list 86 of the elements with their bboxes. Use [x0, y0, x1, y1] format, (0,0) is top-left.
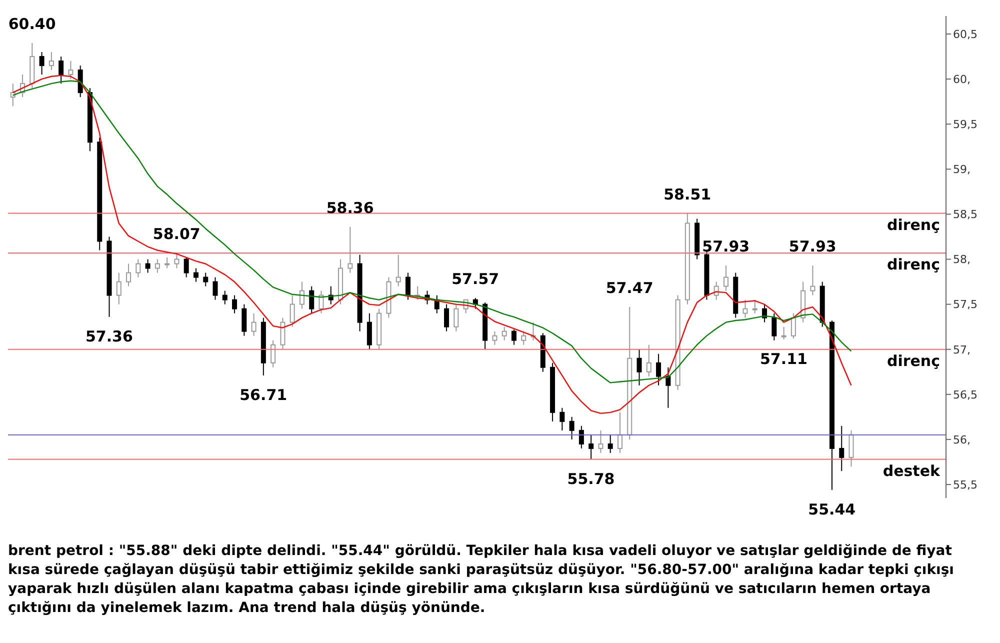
annotation: 56.71 — [240, 386, 288, 404]
annotation: 55.78 — [567, 470, 615, 488]
candlestick — [742, 299, 748, 318]
candlestick — [348, 226, 353, 274]
candlestick — [58, 56, 64, 84]
annotation: 57.11 — [760, 350, 808, 368]
y-tick-label: 56, — [953, 433, 970, 446]
y-tick-label: 59,5 — [953, 118, 978, 132]
candlestick — [762, 304, 768, 323]
candlestick — [444, 304, 450, 332]
candlestick — [270, 340, 276, 368]
candlestick — [598, 430, 604, 454]
candlestick — [242, 304, 247, 336]
annotation: 58.07 — [152, 224, 200, 243]
candlestick — [511, 329, 516, 346]
candlestick — [848, 430, 854, 467]
candlestick — [608, 434, 613, 454]
candlestick — [222, 290, 228, 305]
candlestick — [78, 65, 83, 98]
candlestick — [232, 294, 238, 314]
candlestick — [280, 317, 286, 350]
y-tick-label: 59, — [953, 163, 970, 176]
candlestick — [174, 252, 180, 269]
annotation: 58.51 — [664, 185, 712, 204]
candlestick — [810, 265, 816, 296]
y-tick-label: 60,5 — [953, 28, 978, 41]
annotation: 57.93 — [702, 238, 750, 256]
candlestick — [290, 294, 295, 328]
ref-line-label: destek — [882, 462, 942, 480]
candlestick — [646, 344, 652, 377]
candlestick — [578, 425, 584, 449]
candlestick — [48, 52, 54, 71]
candlestick — [154, 258, 160, 274]
y-tick-label: 55,5 — [953, 478, 978, 492]
annotation: 55.44 — [808, 500, 856, 519]
candlestick — [790, 312, 796, 340]
candlestick — [39, 52, 44, 76]
candlestick — [136, 258, 141, 278]
candlestick — [839, 425, 844, 472]
candlestick — [299, 281, 304, 310]
annotation: 57.93 — [788, 238, 836, 256]
candlestick — [184, 256, 189, 278]
candlestick — [116, 272, 122, 305]
candlestick — [521, 330, 526, 346]
text: brent petrol : "55.88" deki dipte delindi. "55.44" görüldü. Tepkiler hala kısa vadeli oluyor ve satışlar geldiğinde de fiyat kısa sürede çağlayan düşüşü tabir ettiğimiz şekilde sanki paraşütsüz düşüyor. "56.80-57.00" aralığına kadar tepki çıkışı yaparak hızlı düşülen alanı kapatma çabası içinde girebilir ama çıkışların kısa sürdüğünü ve satıcıların hemen ortaya çıktığını da yinelemek lazım. Ana trend hala düşüş yönünde. — [8, 542, 955, 618]
candlestick — [309, 286, 314, 314]
candlestick — [666, 366, 671, 408]
candlestick — [405, 272, 410, 300]
candlestick — [617, 412, 622, 454]
candlestick — [68, 60, 74, 80]
ref-line-label: direnç — [886, 216, 940, 234]
candlestick — [396, 254, 401, 287]
y-tick-label: 57, — [953, 343, 970, 356]
ref-line-label: direnç — [886, 352, 940, 370]
candlestick — [560, 407, 565, 431]
y-tick-label: 56,5 — [953, 388, 978, 402]
candlestick — [164, 256, 170, 269]
candlestick — [772, 312, 777, 341]
candlestick — [366, 312, 372, 350]
candlestick — [636, 348, 642, 386]
candlestick — [492, 330, 498, 346]
candlestick — [656, 353, 662, 386]
candlestick — [126, 263, 132, 287]
candlestick — [145, 258, 150, 274]
candlestick — [588, 434, 594, 460]
candlestick — [454, 304, 459, 332]
candlestick — [251, 312, 256, 336]
y-tick-label: 58,5 — [953, 208, 978, 222]
candlestick — [781, 326, 786, 340]
ref-line-label: direnç — [886, 256, 940, 274]
candlestick — [752, 299, 758, 314]
annotation: 60.40 — [8, 15, 56, 34]
annotation: 58.36 — [326, 198, 374, 217]
y-tick-label: 60, — [953, 72, 970, 86]
candlestick — [193, 268, 198, 282]
candlestick — [203, 272, 208, 287]
candlestick — [569, 416, 574, 440]
y-tick-label: 57,5 — [953, 298, 978, 312]
candlestick — [318, 290, 324, 314]
y-tick-label: 58, — [953, 253, 970, 266]
annotation: 57.47 — [606, 279, 654, 297]
candlestick — [502, 326, 507, 341]
annotation: 57.57 — [452, 270, 500, 288]
candlestick — [723, 265, 728, 292]
candlestick — [212, 276, 218, 300]
annotation: 57.36 — [85, 328, 133, 346]
